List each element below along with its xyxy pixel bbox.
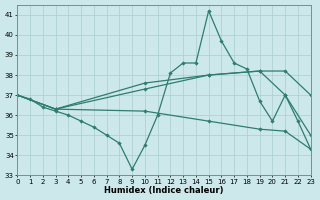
X-axis label: Humidex (Indice chaleur): Humidex (Indice chaleur) <box>104 186 224 195</box>
